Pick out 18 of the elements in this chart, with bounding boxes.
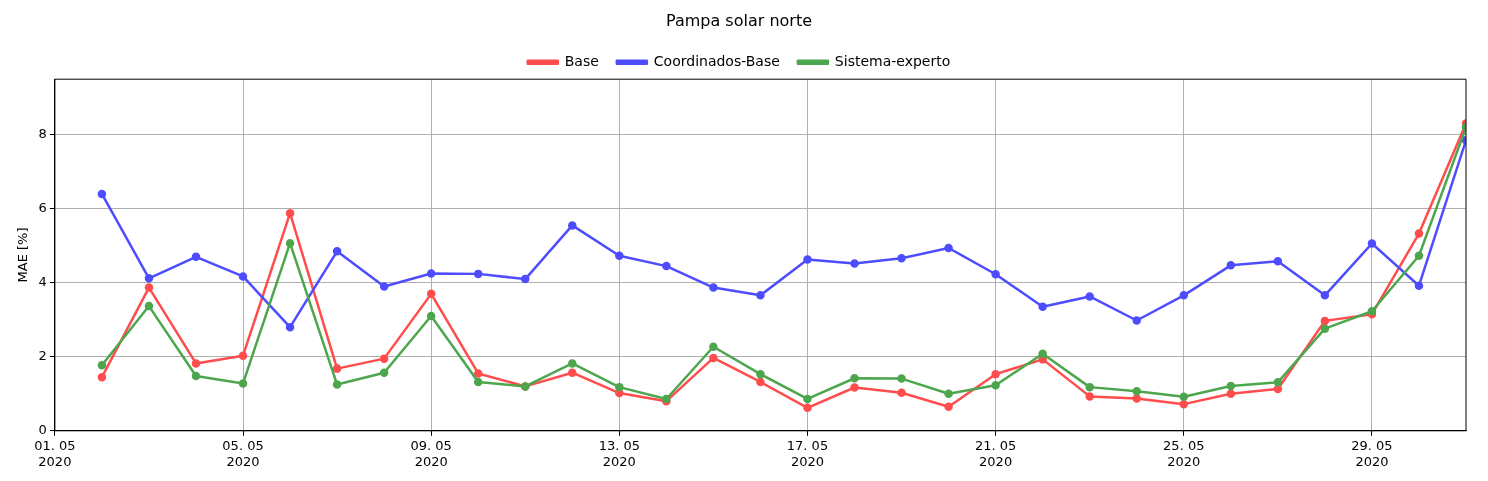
legend-label: Base [564, 52, 599, 69]
legend-label: Coordinados-Base [653, 52, 780, 69]
y-tick-label: 2 [38, 348, 47, 364]
chart-title: Pampa solar norte [665, 10, 813, 30]
x-tick-label: 21. 05 2020 [974, 437, 1017, 469]
y-axis-title: MAE [%] [15, 227, 31, 283]
x-tick-label: 09. 05 2020 [410, 437, 452, 469]
x-tick-label: 13. 05 2020 [598, 437, 640, 469]
x-tick-label: 29. 05 2020 [1351, 437, 1393, 469]
y-tick-label: 0 [38, 422, 47, 438]
x-tick-label: 01. 05 2020 [34, 437, 76, 469]
y-tick-label: 4 [38, 274, 47, 290]
y-tick-label: 8 [38, 126, 47, 142]
x-tick-label: 25. 05 2020 [1163, 437, 1205, 469]
x-tick-label: 17. 05 2020 [786, 437, 829, 469]
y-tick-label: 6 [38, 200, 47, 216]
x-tick-label: 05. 05 2020 [222, 437, 264, 469]
legend-label: Sistema-experto [834, 52, 951, 69]
